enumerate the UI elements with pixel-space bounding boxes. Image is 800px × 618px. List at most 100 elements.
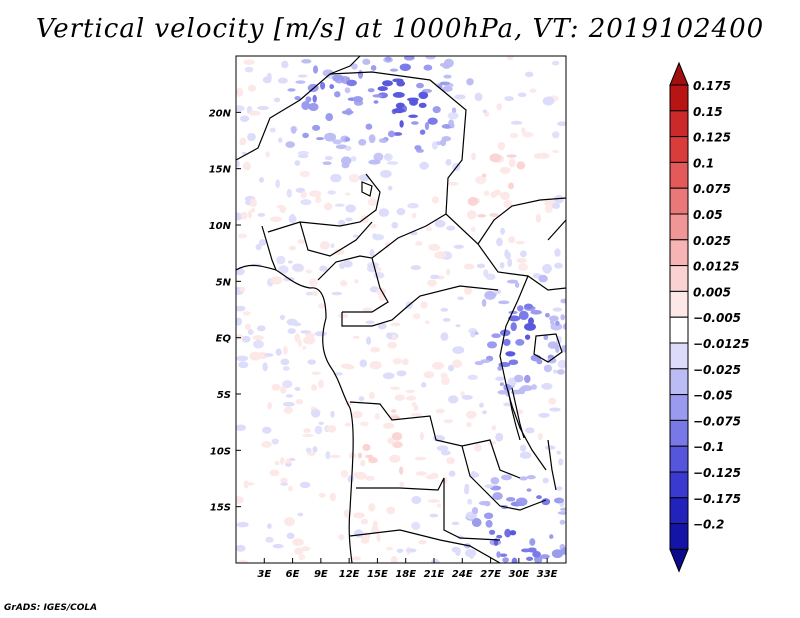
velocity-cell <box>535 213 542 223</box>
velocity-cell <box>415 241 423 246</box>
velocity-cell <box>439 81 451 86</box>
velocity-cell <box>267 402 273 410</box>
velocity-cell <box>554 262 563 269</box>
velocity-cell <box>370 65 377 71</box>
velocity-cell <box>278 137 283 143</box>
velocity-cell <box>542 96 555 106</box>
velocity-cell <box>352 234 359 238</box>
velocity-cell <box>561 345 566 353</box>
velocity-cell <box>552 202 560 209</box>
velocity-cell <box>469 553 474 559</box>
border-drc-angola <box>349 401 521 479</box>
velocity-cell <box>347 475 354 483</box>
velocity-cell <box>236 496 244 504</box>
velocity-cell <box>506 56 514 61</box>
velocity-cell <box>510 120 523 125</box>
velocity-cell <box>423 371 435 379</box>
velocity-cell <box>247 329 254 336</box>
velocity-cell <box>368 454 374 460</box>
velocity-cell <box>373 100 379 104</box>
velocity-cell <box>537 433 543 441</box>
velocity-cell <box>518 262 528 272</box>
velocity-cell <box>330 243 335 248</box>
velocity-cell <box>551 549 564 558</box>
velocity-cell <box>283 345 288 355</box>
velocity-cell <box>419 129 426 135</box>
velocity-cell <box>365 123 373 130</box>
velocity-cell <box>511 557 518 563</box>
x-tick-label: 27E <box>480 569 501 580</box>
velocity-cell <box>451 521 460 526</box>
velocity-cell <box>396 208 406 216</box>
velocity-cell <box>320 82 326 90</box>
velocity-cell <box>329 492 336 502</box>
velocity-cell <box>348 173 360 183</box>
colorbar-label: −0.075 <box>693 414 741 428</box>
velocity-cell <box>495 432 504 442</box>
velocity-cell <box>554 497 564 504</box>
velocity-cell <box>342 260 353 268</box>
velocity-cell <box>311 291 319 296</box>
border-nigeria <box>261 221 373 271</box>
velocity-cell <box>387 437 394 445</box>
velocity-cell <box>236 424 246 431</box>
velocity-cell <box>285 141 295 148</box>
velocity-cell <box>322 69 334 77</box>
velocity-cell <box>467 210 477 220</box>
velocity-cell <box>461 395 473 400</box>
velocity-cell <box>283 406 293 414</box>
velocity-cell <box>298 554 306 561</box>
velocity-cell <box>392 358 402 365</box>
velocity-cell <box>547 357 557 364</box>
velocity-cell <box>256 352 269 359</box>
velocity-cell <box>388 130 395 138</box>
velocity-cell <box>526 475 536 480</box>
velocity-cell <box>274 460 280 466</box>
velocity-cell <box>358 396 365 402</box>
velocity-cell <box>508 359 519 365</box>
velocity-cell <box>309 278 318 287</box>
colorbar-swatch <box>669 471 689 499</box>
velocity-cell <box>303 336 316 345</box>
velocity-cell <box>553 195 564 204</box>
velocity-cell <box>330 454 341 459</box>
velocity-cell <box>440 63 447 67</box>
velocity-cell <box>399 63 411 71</box>
velocity-cell <box>496 103 503 111</box>
velocity-cell <box>484 290 496 300</box>
velocity-cell <box>441 86 453 92</box>
velocity-cell <box>382 80 393 87</box>
velocity-cell <box>265 536 274 543</box>
velocity-cell <box>508 236 516 244</box>
velocity-cell <box>474 92 483 102</box>
velocity-cell <box>380 170 392 178</box>
velocity-cell <box>467 197 479 206</box>
velocity-cell <box>432 362 444 370</box>
border-congo <box>341 285 499 327</box>
grads-credit: GrADS: IGES/COLA <box>4 603 98 613</box>
velocity-cell <box>431 141 438 150</box>
velocity-cell <box>287 260 293 264</box>
velocity-cell <box>552 149 560 154</box>
velocity-cell <box>470 226 476 233</box>
velocity-cell <box>390 415 400 420</box>
velocity-cell <box>557 121 566 126</box>
lake-victoria <box>533 333 563 363</box>
velocity-cell <box>440 450 451 456</box>
velocity-cell <box>237 233 248 239</box>
velocity-cell <box>267 523 272 529</box>
velocity-cell <box>265 151 270 158</box>
velocity-cell <box>553 369 558 374</box>
velocity-cell <box>374 413 380 420</box>
velocity-cell <box>563 323 566 330</box>
velocity-cell <box>253 339 264 349</box>
velocity-cell <box>440 332 449 341</box>
velocity-cell <box>517 305 524 312</box>
velocity-cell <box>476 263 486 269</box>
colorbar-extend-bottom <box>669 548 689 573</box>
colorbar-label: 0.005 <box>693 285 731 299</box>
velocity-cell <box>294 387 301 391</box>
colorbar-label: 0.05 <box>693 208 723 222</box>
velocity-cell <box>508 315 521 322</box>
velocity-cell <box>248 110 261 116</box>
